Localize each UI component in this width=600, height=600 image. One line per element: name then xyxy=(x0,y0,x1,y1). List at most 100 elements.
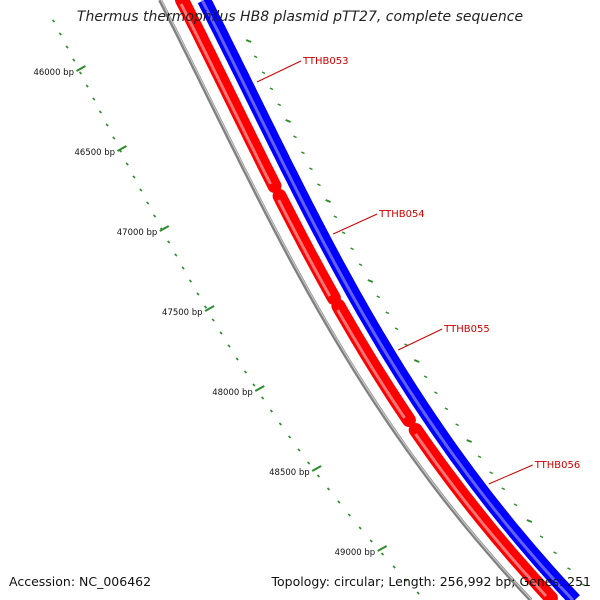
gene-block-shine-3 xyxy=(336,309,406,419)
inner-tick xyxy=(98,110,102,114)
inner-tick xyxy=(278,422,282,426)
inner-tick xyxy=(188,279,193,283)
inner-tick xyxy=(316,474,321,478)
inner-tick xyxy=(92,97,96,101)
gene-label: TTHB056 xyxy=(534,460,581,471)
inner-tick xyxy=(125,162,129,166)
outer-tick xyxy=(413,359,420,363)
tick-label-5: 48000 bp xyxy=(212,388,253,398)
inner-tick xyxy=(307,461,311,465)
gene-leader-line xyxy=(488,464,533,485)
gene-leader-line xyxy=(256,60,302,83)
inner-tick xyxy=(326,487,331,491)
inner-tick xyxy=(288,435,292,439)
inner-tick xyxy=(58,32,62,36)
forward-strand-shine xyxy=(200,0,574,600)
gene-label: TTHB053 xyxy=(302,56,349,67)
inner-tick xyxy=(404,578,408,582)
major-tick xyxy=(117,145,127,152)
gene-labels: TTHB053 TTHB054 TTHB055 TTHB056 xyxy=(256,56,581,485)
gene-block-1 xyxy=(175,0,282,193)
outer-tick xyxy=(367,279,374,283)
inner-tick xyxy=(181,266,185,270)
inner-tick xyxy=(153,214,157,218)
outer-tick xyxy=(333,215,338,219)
inner-tick xyxy=(196,292,200,296)
inner-tick xyxy=(105,123,109,127)
inner-tick xyxy=(416,591,420,595)
inner-tick xyxy=(65,45,69,49)
major-tick xyxy=(377,545,388,552)
inner-tick xyxy=(297,448,301,452)
inner-tick xyxy=(358,526,362,530)
outer-tick xyxy=(325,199,331,203)
outer-tick xyxy=(317,183,321,187)
inner-tick xyxy=(392,565,396,569)
outer-tick xyxy=(466,439,473,443)
outer-tick xyxy=(350,247,354,251)
gene-leader-line xyxy=(332,213,378,235)
inner-tick xyxy=(243,370,248,374)
tick-label-1: 46000 bp xyxy=(33,68,74,78)
gene-block-2 xyxy=(272,189,341,305)
sequence-summary: Topology: circular; Length: 256,992 bp; … xyxy=(271,574,592,589)
major-tick xyxy=(311,465,322,472)
tick-marks xyxy=(51,19,586,595)
inner-tick xyxy=(146,201,150,205)
inner-tick xyxy=(347,513,351,517)
inner-tick xyxy=(51,19,56,23)
inner-tick xyxy=(72,58,76,62)
outer-tick xyxy=(277,103,282,107)
outer-tick xyxy=(567,567,571,571)
tick-label-2: 46500 bp xyxy=(75,148,116,158)
tick-labels: 46000 bp 46500 bp 47000 bp 47500 bp 48000 bp… xyxy=(33,68,375,558)
outer-tick xyxy=(423,375,428,379)
outer-tick xyxy=(309,167,313,171)
outer-tick xyxy=(539,535,544,539)
inner-tick xyxy=(85,84,89,88)
outer-tick xyxy=(526,519,533,523)
backbone-line xyxy=(158,0,533,600)
major-tick xyxy=(204,305,215,312)
outer-tick xyxy=(444,407,449,411)
outer-tick xyxy=(253,55,258,59)
outer-tick xyxy=(434,391,438,395)
outer-tick xyxy=(301,151,305,155)
outer-tick xyxy=(501,487,506,491)
gene-label: TTHB054 xyxy=(378,209,425,220)
outer-tick xyxy=(341,231,346,235)
tick-label-7: 49000 bp xyxy=(335,548,376,558)
gene-label: TTHB055 xyxy=(443,324,490,335)
inner-tick xyxy=(174,253,178,257)
inner-tick xyxy=(203,305,208,309)
gene-block-3 xyxy=(331,299,416,427)
outer-tick xyxy=(358,263,363,267)
inner-tick xyxy=(139,188,143,192)
outer-tick xyxy=(285,119,292,123)
inner-tick xyxy=(211,318,215,322)
outer-tick xyxy=(513,503,518,507)
outer-tick xyxy=(553,551,557,555)
accession-label: Accession: NC_006462 xyxy=(9,574,152,589)
inner-tick xyxy=(235,357,239,361)
inner-tick xyxy=(132,175,136,179)
gene-block-4 xyxy=(408,423,558,600)
inner-tick xyxy=(78,71,83,75)
outer-tick xyxy=(385,311,390,315)
inner-tick xyxy=(369,539,373,543)
tick-label-6: 48500 bp xyxy=(269,468,310,478)
inner-tick xyxy=(167,240,171,244)
major-tick xyxy=(159,225,170,232)
inner-tick xyxy=(337,500,341,504)
major-tick xyxy=(75,65,86,72)
inner-tick xyxy=(269,409,273,413)
outer-tick xyxy=(394,327,399,331)
outer-tick xyxy=(376,295,381,299)
major-tick xyxy=(254,385,265,392)
forward-strand-band xyxy=(197,0,580,600)
inner-tick xyxy=(219,331,223,335)
outer-tick xyxy=(477,455,482,459)
sequence-arcs xyxy=(158,0,580,600)
gene-block-shine-1 xyxy=(179,3,272,185)
